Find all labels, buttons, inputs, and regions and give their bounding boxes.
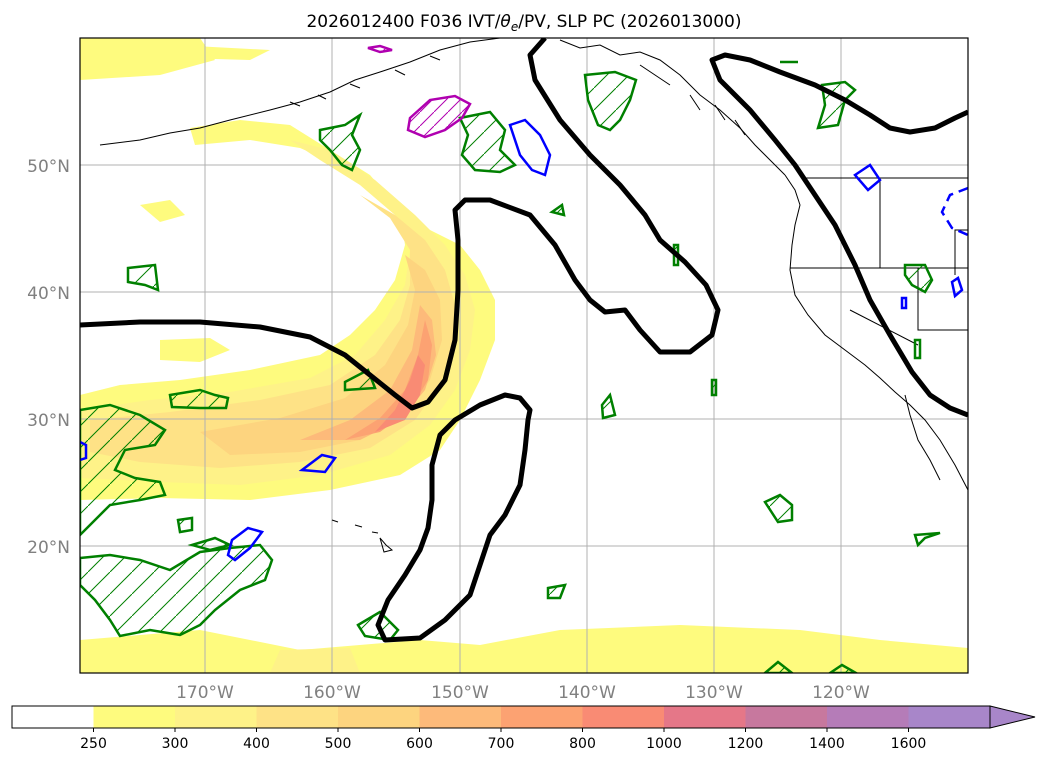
colorbar: 250 300 400 500 600 700 800 1000 1200 1400 1600 — [11, 705, 1036, 752]
colorbar-segment — [12, 706, 94, 728]
slp-contours — [80, 38, 968, 643]
colorbar-tick-label: 300 — [162, 736, 189, 752]
colorbar-segment — [908, 706, 991, 728]
latitude-labels: 20°N 30°N 40°N 50°N — [27, 157, 70, 558]
lon-label: 120°W — [812, 683, 870, 703]
colorbar-tick-label: 500 — [325, 736, 352, 752]
colorbar-segment — [745, 706, 828, 728]
colorbar-segment — [827, 706, 909, 728]
coastlines — [99, 38, 968, 553]
colorbar-tick-label: 1000 — [646, 736, 682, 752]
colorbar-segment — [501, 706, 583, 728]
figure-title: 2026012400 F036 IVT/θe/PV, SLP PC (20260… — [306, 12, 741, 34]
colorbar-tick-label: 1600 — [891, 736, 927, 752]
colorbar-tick-label: 600 — [406, 736, 433, 752]
colorbar-tick-label: 800 — [569, 736, 596, 752]
colorbar-segment — [256, 706, 339, 728]
lon-label: 150°W — [431, 683, 489, 703]
colorbar-extend-arrow — [989, 705, 1036, 729]
lat-label: 50°N — [27, 157, 70, 177]
colorbar-tick-label: 250 — [80, 736, 107, 752]
lon-label: 160°W — [303, 683, 361, 703]
pv-contours — [80, 118, 968, 562]
lon-label: 170°W — [176, 683, 234, 703]
longitude-labels: 170°W 160°W 150°W 140°W 130°W 120°W — [176, 683, 870, 703]
colorbar-tick-label: 700 — [488, 736, 515, 752]
colorbar-segment — [175, 706, 257, 728]
lat-label: 30°N — [27, 411, 70, 431]
colorbar-segment — [93, 706, 176, 728]
colorbar-tick-label: 1200 — [728, 736, 764, 752]
colorbar-segment — [664, 706, 746, 728]
lon-label: 140°W — [558, 683, 616, 703]
lat-label: 40°N — [27, 284, 70, 304]
lon-label: 130°W — [685, 683, 743, 703]
colorbar-segment — [582, 706, 665, 728]
lat-label: 20°N — [27, 538, 70, 558]
colorbar-segment — [419, 706, 502, 728]
map-frame — [79, 37, 969, 674]
colorbar-tick-label: 400 — [243, 736, 270, 752]
magenta-contours — [367, 44, 472, 139]
colorbar-segment — [338, 706, 420, 728]
colorbar-tick-label: 1400 — [809, 736, 845, 752]
map-area — [80, 38, 968, 673]
